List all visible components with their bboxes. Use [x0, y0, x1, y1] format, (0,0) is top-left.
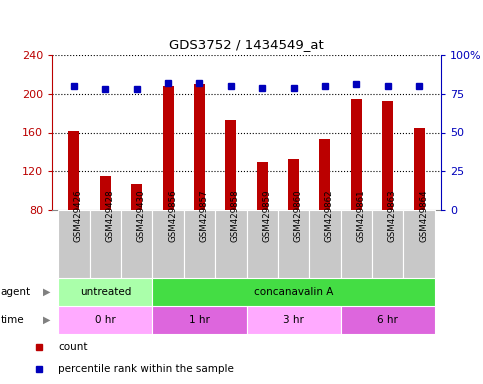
Bar — [226, 120, 236, 210]
Text: GSM429426: GSM429426 — [74, 189, 83, 242]
Bar — [153, 278, 435, 306]
Bar — [184, 210, 215, 278]
Text: 3 hr: 3 hr — [283, 315, 304, 325]
Bar — [163, 86, 173, 210]
Text: GSM429860: GSM429860 — [294, 189, 302, 242]
Bar — [278, 210, 309, 278]
Bar — [256, 162, 268, 210]
Text: 6 hr: 6 hr — [377, 315, 398, 325]
Bar — [382, 101, 393, 210]
Text: concanavalin A: concanavalin A — [254, 287, 333, 297]
Bar — [58, 306, 153, 334]
Bar — [153, 210, 184, 278]
Bar — [58, 210, 90, 278]
Bar — [58, 278, 153, 306]
Text: GSM429859: GSM429859 — [262, 189, 271, 242]
Bar — [341, 306, 435, 334]
Bar — [121, 210, 153, 278]
Bar — [69, 131, 79, 210]
Text: agent: agent — [0, 287, 30, 297]
Bar — [194, 84, 205, 210]
Bar — [246, 210, 278, 278]
Bar — [372, 210, 403, 278]
Text: GSM429856: GSM429856 — [168, 189, 177, 242]
Bar — [319, 139, 330, 210]
Text: GSM429861: GSM429861 — [356, 189, 365, 242]
Bar — [341, 210, 372, 278]
Text: GDS3752 / 1434549_at: GDS3752 / 1434549_at — [169, 38, 324, 51]
Text: GSM429864: GSM429864 — [419, 189, 428, 242]
Bar — [351, 99, 362, 210]
Bar — [403, 210, 435, 278]
Bar — [131, 184, 142, 210]
Bar — [100, 176, 111, 210]
Text: GSM429857: GSM429857 — [199, 189, 209, 242]
Bar — [413, 127, 425, 210]
Text: GSM429858: GSM429858 — [231, 189, 240, 242]
Text: count: count — [58, 342, 87, 352]
Text: GSM429428: GSM429428 — [105, 189, 114, 242]
Text: GSM429863: GSM429863 — [388, 189, 397, 242]
Text: GSM429862: GSM429862 — [325, 189, 334, 242]
Bar — [215, 210, 246, 278]
Text: 0 hr: 0 hr — [95, 315, 116, 325]
Text: percentile rank within the sample: percentile rank within the sample — [58, 364, 234, 374]
Bar — [309, 210, 341, 278]
Bar — [90, 210, 121, 278]
Bar — [153, 306, 246, 334]
Bar — [288, 159, 299, 210]
Text: GSM429430: GSM429430 — [137, 189, 146, 242]
Bar — [246, 306, 341, 334]
Text: time: time — [0, 315, 24, 325]
Text: untreated: untreated — [80, 287, 131, 297]
Text: ▶: ▶ — [43, 287, 50, 297]
Text: ▶: ▶ — [43, 315, 50, 325]
Text: 1 hr: 1 hr — [189, 315, 210, 325]
